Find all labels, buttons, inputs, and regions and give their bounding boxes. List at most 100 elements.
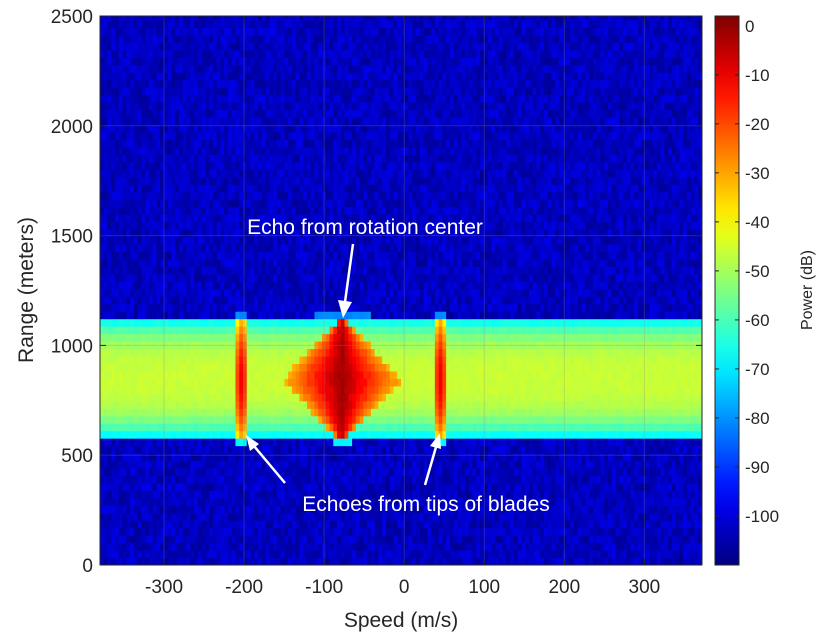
heatmap-cell [148,184,154,193]
heatmap-cell [115,19,120,29]
heatmap-cell [130,341,135,350]
heatmap-cell [115,542,120,551]
heatmap-cell [171,378,176,387]
heatmap-cell [171,303,176,312]
heatmap-cell [276,16,282,21]
heatmap-cell [269,184,274,193]
heatmap-cell [197,19,203,29]
heatmap-cell [137,475,142,484]
heatmap-cell [179,453,184,462]
heatmap-cell [295,400,301,409]
heatmap-cell [250,251,255,260]
heatmap-cell [171,281,176,290]
heatmap-cell [205,341,210,350]
heatmap-cell [175,139,180,148]
heatmap-cell [209,288,214,297]
heatmap-cell [118,393,124,402]
heatmap-cell [291,124,297,133]
heatmap-cell [141,303,146,312]
heatmap-cell [160,236,165,245]
heatmap-cell [280,341,285,350]
heatmap-cell [205,251,210,260]
heatmap-cell [137,236,142,245]
heatmap-cell [160,505,165,514]
heatmap-cell [209,363,214,372]
heatmap-cell [111,117,116,126]
heatmap-cell [235,535,240,544]
heatmap-cell [122,184,127,193]
heatmap-cell [258,460,263,469]
heatmap-cell [318,520,323,529]
heatmap-cell [231,131,237,141]
heatmap-cell [280,57,285,66]
heatmap-cell [201,191,206,200]
heatmap-cell [258,348,263,357]
heatmap-cell [269,139,274,148]
heatmap-cell [235,490,240,499]
heatmap-cell [197,363,203,372]
heatmap-cell [141,34,146,43]
heatmap-cell [258,520,263,529]
heatmap-cell [148,535,154,544]
heatmap-cell [337,191,342,200]
heatmap-cell [160,87,165,96]
heatmap-cell [156,214,161,223]
heatmap-cell [250,199,255,208]
heatmap-cell [220,296,225,305]
heatmap-cell [314,445,319,454]
heatmap-cell [133,438,139,447]
heatmap-cell [329,303,334,312]
heatmap-cell [186,467,191,477]
heatmap-cell [303,333,308,342]
heatmap-cell [194,49,199,58]
heatmap-cell [182,79,188,88]
heatmap-cell [111,535,116,544]
heatmap-cell [130,169,135,178]
heatmap-cell [133,72,139,81]
heatmap-cell [111,199,116,208]
heatmap-cell [179,355,184,365]
heatmap-cell [269,557,274,565]
heatmap-cell [224,363,229,372]
heatmap-cell [148,378,154,387]
heatmap-cell [314,229,319,238]
heatmap-cell [284,557,289,565]
heatmap-cell [258,557,263,565]
heatmap-cell [231,542,237,551]
heatmap-cell [156,243,161,253]
heatmap-cell [103,243,109,253]
heatmap-cell [130,445,135,454]
heatmap-cell [148,430,154,439]
heatmap-cell [284,505,289,514]
heatmap-cell [250,535,255,544]
heatmap-cells [100,16,702,565]
heatmap-cell [340,34,346,43]
heatmap-cell [348,527,353,536]
heatmap-cell [314,206,319,215]
heatmap-cell [239,79,244,88]
heatmap-cell [352,490,357,499]
heatmap-cell [269,109,274,118]
heatmap-cell [156,258,161,267]
heatmap-cell [337,288,342,297]
heatmap-cell [163,109,169,118]
heatmap-cell [303,482,308,491]
heatmap-cell [344,117,349,126]
heatmap-cell [118,258,124,267]
heatmap-cell [194,251,199,260]
heatmap-cell [205,176,210,185]
heatmap-cell [175,57,180,66]
heatmap-cell [254,400,259,409]
heatmap-cell [299,393,304,402]
heatmap-cell [258,378,263,387]
heatmap-cell [258,438,263,447]
heatmap-cell [216,423,221,432]
heatmap-cell [227,124,233,133]
heatmap-cell [258,535,263,544]
heatmap-cell [227,221,233,230]
heatmap-cell [130,490,135,499]
heatmap-cell [288,460,293,469]
heatmap-cell [254,94,259,103]
heatmap-cell [291,72,297,81]
heatmap-cell [303,16,308,21]
